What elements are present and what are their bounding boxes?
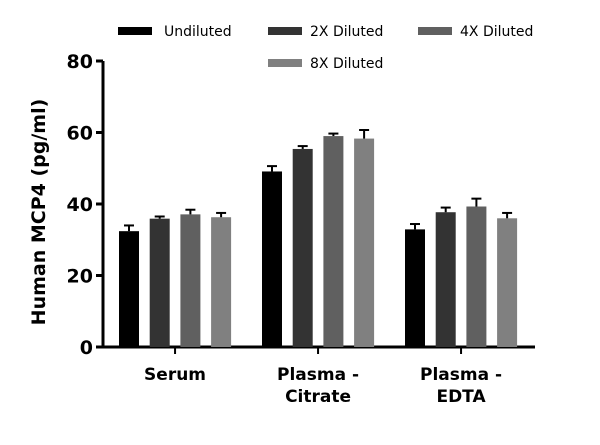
bar (211, 217, 232, 347)
x-tick-label: Plasma - (277, 365, 359, 385)
bar (149, 218, 170, 347)
x-tick-label: Serum (144, 365, 206, 385)
x-tick-label: EDTA (436, 387, 486, 407)
legend-swatch (418, 27, 452, 35)
legend-label: 8X Diluted (310, 56, 383, 72)
legend-swatch (268, 59, 302, 67)
legend-label: 2X Diluted (310, 24, 383, 40)
bar (435, 212, 456, 347)
bar (405, 229, 425, 347)
y-tick-label: 40 (67, 194, 93, 216)
y-tick-label: 20 (67, 266, 93, 288)
bar (262, 171, 282, 347)
y-axis-label: Human MCP4 (pg/ml) (28, 99, 50, 326)
bar (323, 136, 344, 347)
y-tick-label: 0 (80, 337, 93, 359)
y-tick-label: 80 (67, 51, 93, 73)
legend-swatch (118, 27, 152, 35)
bar (466, 206, 487, 347)
legend-swatch (268, 27, 302, 35)
bar (292, 148, 313, 347)
bar (497, 218, 518, 347)
x-tick-label: Plasma - (420, 365, 502, 385)
bar (119, 231, 139, 347)
legend-label: Undiluted (164, 24, 232, 40)
x-tick-label: Citrate (285, 387, 351, 407)
legend-label: 4X Diluted (460, 24, 533, 40)
bar (354, 138, 375, 347)
y-tick-label: 60 (67, 123, 93, 145)
bar (180, 214, 201, 347)
